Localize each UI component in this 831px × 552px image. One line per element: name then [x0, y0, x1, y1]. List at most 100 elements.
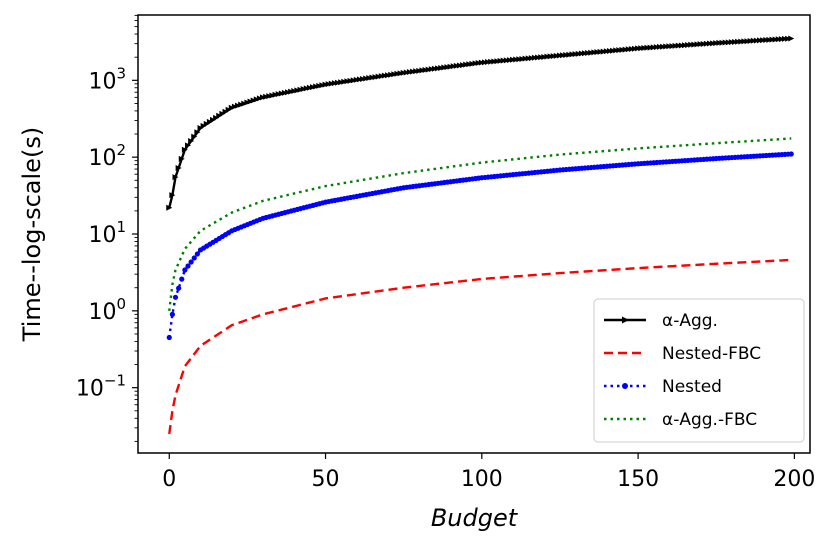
data-point: [372, 74, 379, 81]
data-point: [763, 37, 770, 44]
data-point: [469, 60, 476, 67]
data-point: [516, 56, 523, 63]
data-point: [531, 54, 538, 61]
data-point: [200, 122, 207, 129]
data-point: [347, 77, 354, 84]
data-point: [753, 37, 760, 44]
data-point: [478, 59, 485, 66]
data-point: [535, 54, 542, 61]
data-point: [503, 57, 510, 64]
data-point: [553, 52, 560, 59]
data-point: [316, 82, 323, 89]
data-point: [563, 51, 570, 58]
data-point: [194, 251, 200, 257]
legend-marker: [622, 316, 629, 324]
data-point: [703, 40, 710, 47]
data-point: [672, 42, 679, 49]
data-point: [660, 43, 667, 50]
data-point: [350, 77, 357, 84]
data-point: [406, 69, 413, 76]
data-point: [616, 47, 623, 54]
data-point: [675, 42, 682, 49]
data-point: [244, 99, 251, 106]
data-point: [241, 100, 248, 107]
data-point: [491, 58, 498, 65]
data-point: [635, 45, 642, 52]
data-point: [206, 118, 213, 125]
data-point: [653, 44, 660, 51]
data-point: [738, 38, 745, 45]
series-layer: [166, 35, 795, 435]
x-axis-label: Budget: [431, 504, 519, 532]
x-tick-label: 100: [461, 467, 503, 492]
data-point: [613, 47, 620, 54]
data-point: [169, 192, 176, 199]
data-point: [203, 120, 210, 127]
data-point: [519, 55, 526, 62]
data-point: [360, 75, 367, 82]
data-point: [713, 40, 720, 47]
data-point: [263, 93, 270, 100]
data-point: [785, 35, 792, 42]
data-point: [285, 89, 292, 96]
data-point: [435, 65, 442, 72]
data-point: [410, 68, 417, 75]
data-point: [569, 51, 576, 58]
data-point: [191, 255, 197, 261]
data-point: [253, 96, 260, 103]
data-point: [581, 50, 588, 57]
data-point: [500, 57, 507, 64]
data-point: [403, 69, 410, 76]
y-tick-label: 10−1: [76, 372, 126, 402]
data-point: [181, 146, 188, 153]
legend-label: α-Agg.: [662, 311, 718, 331]
data-point: [275, 91, 282, 98]
data-point: [260, 94, 267, 101]
data-point: [344, 78, 351, 85]
data-point: [310, 84, 317, 91]
x-tick-label: 200: [773, 467, 815, 492]
data-point: [722, 39, 729, 46]
data-point: [578, 50, 585, 57]
data-point: [772, 36, 779, 43]
data-point: [744, 38, 751, 45]
data-point: [353, 76, 360, 83]
x-tick-label: 50: [312, 467, 340, 492]
series-1: [168, 258, 792, 435]
data-point: [213, 114, 220, 121]
data-point: [247, 98, 254, 105]
data-point: [678, 42, 685, 49]
data-point: [325, 81, 332, 88]
legend-label: α-Agg.-FBC: [662, 410, 757, 430]
data-point: [778, 36, 785, 43]
data-point: [394, 70, 401, 77]
data-point: [363, 75, 370, 82]
data-point: [544, 53, 551, 60]
data-point: [466, 61, 473, 68]
data-point: [450, 63, 457, 70]
data-point: [366, 75, 373, 82]
legend-entry: α-Agg.-FBC: [604, 410, 757, 430]
data-point: [335, 79, 342, 86]
legend-label: Nested-FBC: [662, 344, 761, 364]
data-point: [322, 81, 329, 88]
data-point: [588, 49, 595, 56]
data-point: [769, 36, 776, 43]
data-point: [697, 41, 704, 48]
data-point: [375, 73, 382, 80]
legend-entry: α-Agg.: [604, 311, 718, 331]
data-point: [494, 58, 501, 65]
data-point: [341, 78, 348, 85]
data-point: [556, 52, 563, 59]
data-point: [688, 41, 695, 48]
data-point: [222, 108, 229, 115]
data-point: [694, 41, 701, 48]
data-point: [528, 55, 535, 62]
data-point: [610, 47, 617, 54]
data-point: [788, 151, 794, 157]
data-point: [594, 49, 601, 56]
data-point: [391, 71, 398, 78]
data-point: [182, 267, 188, 273]
data-point: [747, 37, 754, 44]
